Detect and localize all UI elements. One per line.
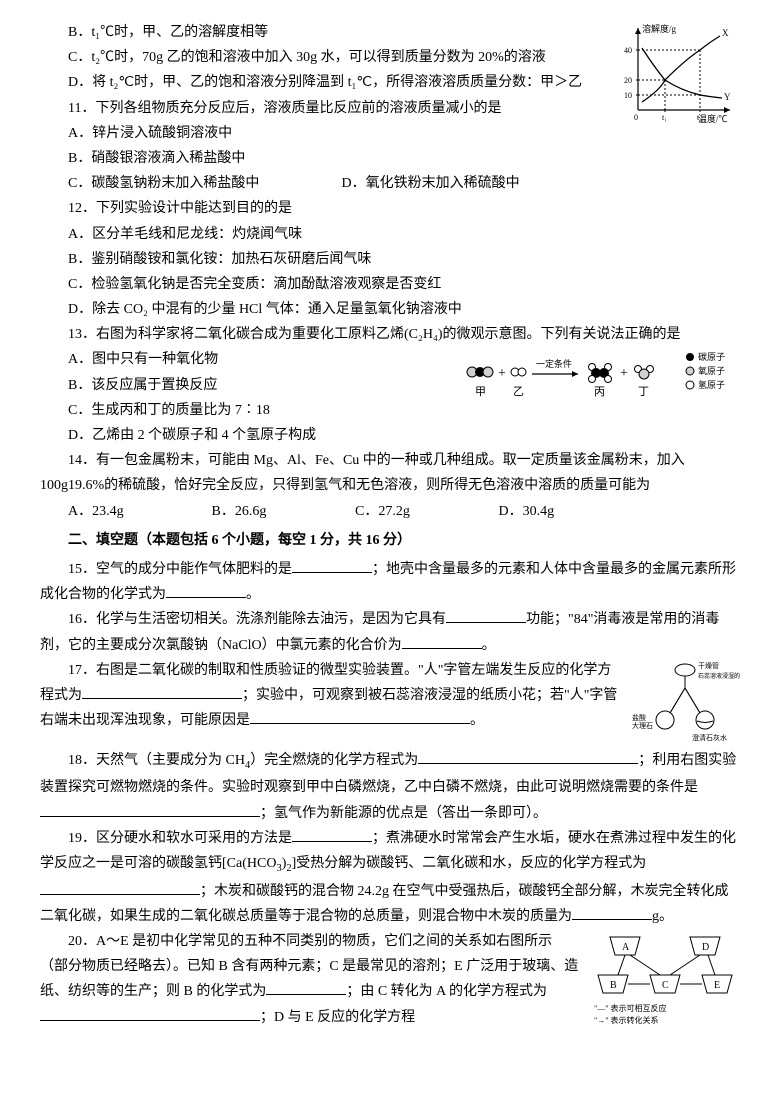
svg-text:X: X — [722, 28, 729, 38]
svg-text:甲: 甲 — [475, 386, 486, 398]
svg-text:Y: Y — [724, 92, 731, 102]
q12-a: A．区分羊毛线和尼龙线：灼烧闻气味 — [40, 222, 740, 247]
svg-text:丁: 丁 — [638, 386, 649, 398]
svg-text:石蕊溶液浸湿的纸质小花: 石蕊溶液浸湿的纸质小花 — [698, 672, 740, 680]
svg-text:t₂: t₂ — [697, 113, 702, 122]
y-axis-label: 溶解度/g — [642, 23, 677, 34]
blank-18-1[interactable] — [418, 749, 638, 764]
q13-stem: 13．右图为科学家将二氧化碳合成为重要化工原料乙烯(C₂H₄)的微观示意图。下列… — [40, 322, 740, 347]
blank-15-2[interactable] — [166, 583, 246, 598]
q12-c: C．检验氢氧化钠是否完全变质：滴加酚酞溶液观察是否变红 — [40, 272, 740, 297]
blank-20-2[interactable] — [40, 1006, 260, 1021]
blank-16-1[interactable] — [446, 608, 526, 623]
apparatus-diagram: 干燥管 石蕊溶液浸湿的纸质小花 盐酸 大理石 澄清石灰水 — [630, 658, 740, 748]
svg-text:10: 10 — [624, 91, 632, 100]
q14-d: D．30.4g — [499, 499, 619, 524]
section-2-title: 二、填空题（本题包括 6 个小题，每空 1 分，共 16 分） — [40, 528, 740, 553]
svg-text:干燥管: 干燥管 — [698, 661, 719, 670]
node-e: E — [702, 975, 732, 993]
q11-b: B．硝酸银溶液滴入稀盐酸中 — [68, 146, 318, 171]
svg-text:+: + — [498, 366, 506, 381]
svg-text:碳原子: 碳原子 — [698, 351, 725, 362]
svg-text:丙: 丙 — [594, 386, 605, 398]
svg-text:20: 20 — [624, 76, 632, 85]
svg-text:E: E — [714, 980, 720, 991]
svg-text:40: 40 — [624, 46, 632, 55]
svg-text:0: 0 — [634, 113, 638, 122]
svg-text:"—" 表示可相互反应: "—" 表示可相互反应 — [594, 1003, 667, 1013]
node-d: D — [690, 937, 720, 955]
relation-diagram: A D B C E "—" 表示可相互反应 "→" 表示转化关系 — [590, 929, 740, 1039]
q12-stem: 12．下列实验设计中能达到目的的是 — [40, 196, 740, 221]
q11-row2: C．碳酸氢钠粉末加入稀盐酸中 D．氧化铁粉末加入稀硫酸中 — [40, 171, 740, 196]
blank-19-1[interactable] — [292, 827, 372, 842]
svg-text:B: B — [610, 980, 617, 991]
x-axis-label: 温度/℃ — [698, 113, 728, 124]
blank-19-3[interactable] — [572, 905, 652, 920]
q14-c: C．27.2g — [355, 499, 475, 524]
node-a: A — [610, 937, 640, 955]
node-b: B — [598, 975, 628, 993]
blank-20-1[interactable] — [266, 980, 346, 995]
svg-text:"→" 表示转化关系: "→" 表示转化关系 — [594, 1015, 659, 1025]
svg-text:澄清石灰水: 澄清石灰水 — [692, 733, 727, 742]
q14-b: B．26.6g — [212, 499, 332, 524]
svg-text:氧原子: 氧原子 — [698, 365, 725, 376]
q11-d: D．氧化铁粉末加入稀硫酸中 — [342, 171, 592, 196]
node-c: C — [650, 975, 680, 993]
q14-a: A．23.4g — [68, 499, 188, 524]
q18: 18．天然气（主要成分为 CH4）完全燃烧的化学方程式为；利用右图实验装置探究可… — [40, 748, 740, 826]
q11-a: A．锌片浸入硫酸铜溶液中 — [68, 121, 318, 146]
svg-text:氢原子: 氢原子 — [698, 379, 725, 390]
blank-16-2[interactable] — [402, 634, 482, 649]
blank-17-2[interactable] — [250, 709, 470, 724]
q12-d: D．除去 CO₂ 中混有的少量 HCl 气体：通入足量氢氧化钠溶液中 — [40, 297, 740, 322]
svg-text:A: A — [622, 942, 630, 953]
blank-19-2[interactable] — [40, 880, 200, 895]
q16: 16．化学与生活密切相关。洗涤剂能除去油污，是因为它具有功能；"84"消毒液是常… — [40, 607, 740, 657]
q12-b: B．鉴别硝酸铵和氯化铵：加热石灰研磨后闻气味 — [40, 247, 740, 272]
blank-18-2[interactable] — [40, 802, 260, 817]
q14-options: A．23.4g B．26.6g C．27.2g D．30.4g — [40, 499, 740, 524]
q14-stem: 14．有一包金属粉末，可能由 Mg、Al、Fe、Cu 中的一种或几种组成。取一定… — [40, 448, 740, 498]
solubility-chart: 溶解度/g 温度/℃ 10 20 40 0 t₁ t₂ X Y — [620, 20, 740, 130]
svg-text:+: + — [620, 366, 628, 381]
svg-text:D: D — [702, 942, 709, 953]
q11-c: C．碳酸氢钠粉末加入稀盐酸中 — [68, 171, 318, 196]
blank-15-1[interactable] — [292, 558, 372, 573]
svg-text:一定条件: 一定条件 — [536, 358, 572, 369]
svg-text:乙: 乙 — [513, 385, 524, 398]
q13-d: D．乙烯由 2 个碳原子和 4 个氢原子构成 — [40, 423, 740, 448]
svg-text:C: C — [662, 980, 669, 991]
svg-text:t₁: t₁ — [662, 113, 667, 122]
blank-17-1[interactable] — [82, 684, 242, 699]
q15: 15．空气的成分中能作气体肥料的是；地壳中含量最多的元素和人体中含量最多的金属元… — [40, 557, 740, 607]
svg-text:大理石: 大理石 — [632, 721, 653, 730]
q19: 19．区分硬水和软水可采用的方法是；煮沸硬水时常常会产生水垢，硬水在煮沸过程中发… — [40, 826, 740, 929]
svg-text:盐酸: 盐酸 — [632, 713, 646, 722]
reaction-diagram: 碳原子 氧原子 氢原子 甲 + 乙 一定条件 丙 + 丁 — [460, 347, 740, 407]
